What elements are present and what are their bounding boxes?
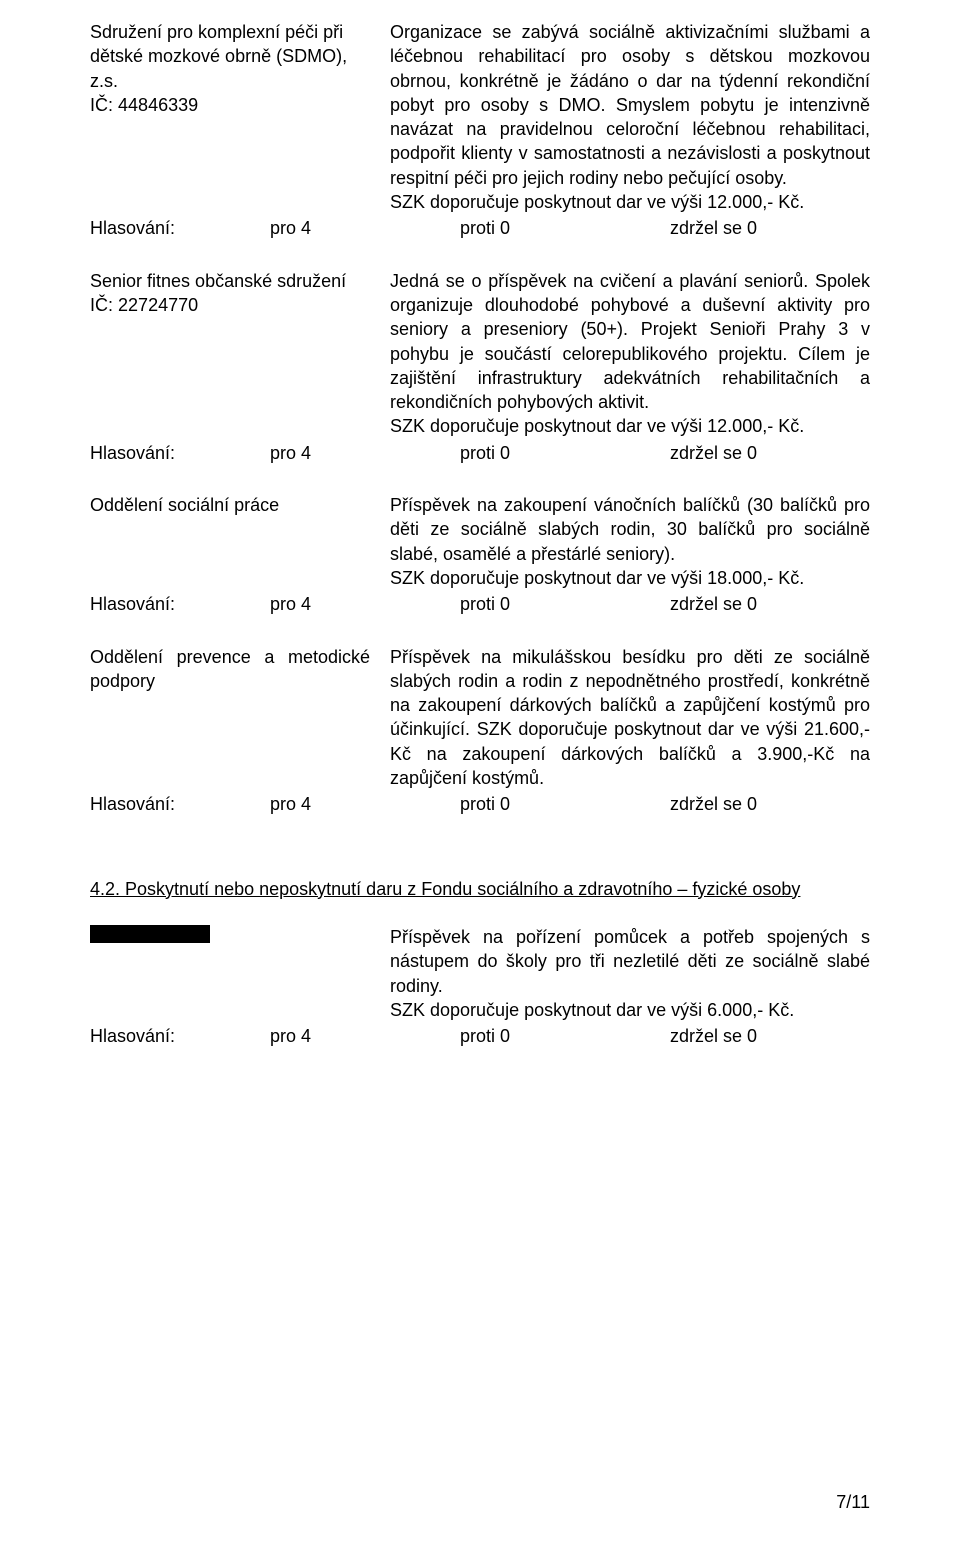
applicant-cell: Oddělení prevence a metodické podpory [90, 645, 390, 694]
vote-label: Hlasování: [90, 441, 270, 465]
vote-for: pro 4 [270, 592, 460, 616]
grant-row: Příspěvek na pořízení pomůcek a potřeb s… [90, 925, 870, 1022]
vote-against: proti 0 [460, 441, 670, 465]
vote-line: Hlasování: pro 4 proti 0 zdržel se 0 [90, 216, 870, 240]
description-text: Organizace se zabývá sociálně aktivizačn… [390, 20, 870, 190]
description-cell: Příspěvek na mikulášskou besídku pro dět… [390, 645, 870, 791]
recommendation-text: SZK doporučuje poskytnout dar ve výši 6.… [390, 998, 870, 1022]
grant-block: Sdružení pro komplexní péči při dětské m… [90, 20, 870, 241]
vote-for: pro 4 [270, 792, 460, 816]
vote-for: pro 4 [270, 1024, 460, 1048]
applicant-cell: Sdružení pro komplexní péči při dětské m… [90, 20, 390, 117]
recommendation-text: SZK doporučuje poskytnout dar ve výši 18… [390, 566, 870, 590]
vote-abstain: zdržel se 0 [670, 216, 870, 240]
applicant-name: Oddělení prevence a metodické podpory [90, 645, 370, 694]
vote-line: Hlasování: pro 4 proti 0 zdržel se 0 [90, 441, 870, 465]
description-cell: Příspěvek na pořízení pomůcek a potřeb s… [390, 925, 870, 1022]
description-text: Příspěvek na pořízení pomůcek a potřeb s… [390, 925, 870, 998]
vote-label: Hlasování: [90, 216, 270, 240]
description-text: Příspěvek na zakoupení vánočních balíčků… [390, 493, 870, 566]
description-text: Jedná se o příspěvek na cvičení a plaván… [390, 269, 870, 415]
grant-row: Oddělení sociální práce Příspěvek na zak… [90, 493, 870, 590]
ic-label: IČ: [90, 295, 113, 315]
vote-line: Hlasování: pro 4 proti 0 zdržel se 0 [90, 792, 870, 816]
applicant-name: Senior fitnes občanské sdružení [90, 269, 370, 293]
applicant-name: Sdružení pro komplexní péči při dětské m… [90, 20, 370, 93]
applicant-name: Oddělení sociální práce [90, 493, 370, 517]
vote-line: Hlasování: pro 4 proti 0 zdržel se 0 [90, 592, 870, 616]
grant-block: Oddělení prevence a metodické podpory Př… [90, 645, 870, 817]
vote-abstain: zdržel se 0 [670, 1024, 870, 1048]
vote-against: proti 0 [460, 592, 670, 616]
description-cell: Příspěvek na zakoupení vánočních balíčků… [390, 493, 870, 590]
grant-row: Oddělení prevence a metodické podpory Př… [90, 645, 870, 791]
grant-block: Senior fitnes občanské sdružení IČ: 2272… [90, 269, 870, 465]
vote-abstain: zdržel se 0 [670, 592, 870, 616]
applicant-ic: IČ: 44846339 [90, 93, 370, 117]
applicant-cell [90, 925, 390, 944]
applicant-cell: Oddělení sociální práce [90, 493, 390, 517]
redacted-name [90, 925, 210, 943]
page: Sdružení pro komplexní péči při dětské m… [0, 0, 960, 1543]
vote-abstain: zdržel se 0 [670, 441, 870, 465]
vote-for: pro 4 [270, 441, 460, 465]
vote-label: Hlasování: [90, 1024, 270, 1048]
description-cell: Jedná se o příspěvek na cvičení a plaván… [390, 269, 870, 439]
applicant-ic: IČ: 22724770 [90, 293, 370, 317]
vote-label: Hlasování: [90, 792, 270, 816]
applicant-cell: Senior fitnes občanské sdružení IČ: 2272… [90, 269, 390, 318]
description-cell: Organizace se zabývá sociálně aktivizačn… [390, 20, 870, 214]
grant-row: Sdružení pro komplexní péči při dětské m… [90, 20, 870, 214]
grant-row: Senior fitnes občanské sdružení IČ: 2272… [90, 269, 870, 439]
recommendation-text: SZK doporučuje poskytnout dar ve výši 12… [390, 190, 870, 214]
section-42-title: 4.2. Poskytnutí nebo neposkytnutí daru z… [90, 877, 870, 901]
ic-value: 44846339 [118, 95, 198, 115]
ic-label: IČ: [90, 95, 113, 115]
vote-label: Hlasování: [90, 592, 270, 616]
page-number: 7/11 [836, 1492, 870, 1513]
vote-against: proti 0 [460, 1024, 670, 1048]
vote-for: pro 4 [270, 216, 460, 240]
grant-block: Příspěvek na pořízení pomůcek a potřeb s… [90, 925, 870, 1048]
grant-block: Oddělení sociální práce Příspěvek na zak… [90, 493, 870, 616]
vote-against: proti 0 [460, 792, 670, 816]
vote-abstain: zdržel se 0 [670, 792, 870, 816]
vote-against: proti 0 [460, 216, 670, 240]
ic-value: 22724770 [118, 295, 198, 315]
description-text: Příspěvek na mikulášskou besídku pro dět… [390, 645, 870, 791]
vote-line: Hlasování: pro 4 proti 0 zdržel se 0 [90, 1024, 870, 1048]
recommendation-text: SZK doporučuje poskytnout dar ve výši 12… [390, 414, 870, 438]
